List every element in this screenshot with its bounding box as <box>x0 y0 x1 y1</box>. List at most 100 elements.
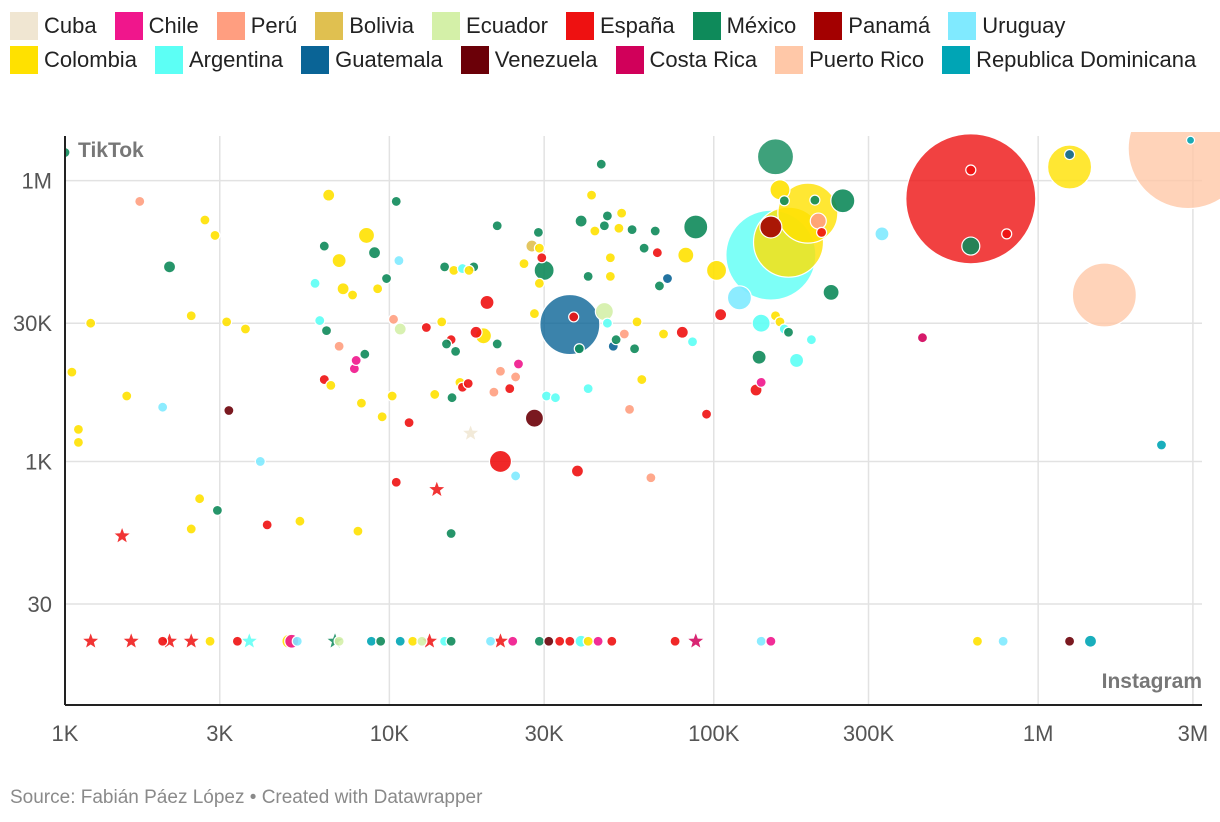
data-point <box>357 226 376 245</box>
x-tick-label: 1M <box>1023 721 1054 746</box>
data-point <box>805 334 818 346</box>
data-point <box>532 226 544 239</box>
data-point <box>436 316 448 328</box>
data-point-star <box>181 631 201 650</box>
data-point <box>595 158 607 170</box>
data-point <box>325 379 337 391</box>
data-point <box>1001 228 1013 240</box>
data-point <box>322 188 336 202</box>
data-point <box>965 164 977 176</box>
legend-label: Uruguay <box>982 13 1066 38</box>
data-point <box>788 352 805 369</box>
source-note: Source: Fabián Páez López • Created with… <box>10 787 483 808</box>
data-point <box>440 338 453 350</box>
data-point <box>66 366 78 378</box>
legend-item: Perú <box>216 12 298 40</box>
data-point <box>618 328 630 340</box>
data-point <box>657 328 670 340</box>
data-point <box>533 259 555 281</box>
data-point <box>536 252 548 264</box>
data-point-star <box>81 631 101 650</box>
data-point <box>628 343 641 355</box>
data-point <box>185 523 197 535</box>
legend-swatch <box>942 46 971 74</box>
legend-item: Venezuela <box>460 46 598 74</box>
data-point <box>594 301 614 322</box>
data-point <box>479 294 495 311</box>
legend-label: Bolivia <box>349 13 415 38</box>
legend-item: Bolivia <box>315 12 414 40</box>
data-point <box>445 635 457 647</box>
x-axis-title: Instagram <box>1102 670 1202 693</box>
data-point <box>429 388 441 401</box>
data-point <box>568 311 580 323</box>
data-point <box>449 345 462 357</box>
data-point <box>510 371 522 383</box>
data-point <box>997 635 1009 647</box>
data-point <box>510 470 522 482</box>
data-point <box>387 313 400 325</box>
data-point <box>613 222 625 234</box>
data-point <box>239 323 252 335</box>
data-point <box>309 277 321 289</box>
data-point <box>573 343 585 355</box>
data-point <box>524 408 545 428</box>
data-point-star <box>461 423 481 442</box>
data-point <box>582 383 594 395</box>
data-point <box>134 195 146 208</box>
data-point <box>380 272 393 285</box>
data-point <box>874 226 890 242</box>
data-point <box>645 472 657 484</box>
legend: Cuba Chile Perú Bolivia Ecuador España México P… <box>10 12 1200 74</box>
data-point <box>661 272 674 285</box>
legend-item: Republica Dominicana <box>942 46 1196 74</box>
legend-label: Cuba <box>44 13 97 38</box>
data-point <box>85 317 97 329</box>
legend-swatch <box>615 46 644 74</box>
legend-label: Perú <box>250 13 298 38</box>
legend-item: España <box>565 12 675 40</box>
data-point <box>333 340 345 352</box>
data-point <box>549 392 562 404</box>
data-point <box>223 404 235 417</box>
legend-swatch <box>10 46 38 74</box>
data-point <box>726 285 753 311</box>
data-point <box>604 252 616 264</box>
data-point <box>72 436 85 448</box>
data-point <box>830 188 856 214</box>
data-point <box>1063 148 1076 161</box>
y-tick-label: 30K <box>13 311 52 336</box>
legend-item: Ecuador <box>432 12 548 40</box>
legend-label: España <box>599 13 675 38</box>
data-point <box>350 354 362 367</box>
legend-label: Panamá <box>848 13 931 38</box>
data-point <box>686 336 699 348</box>
legend-swatch <box>114 12 143 40</box>
data-point <box>72 423 85 436</box>
data-point <box>386 390 398 402</box>
data-point <box>539 293 601 356</box>
data-point <box>554 635 566 647</box>
legend-swatch <box>460 46 489 74</box>
data-point <box>1127 132 1220 210</box>
data-point <box>809 194 821 206</box>
legend-label: Colombia <box>44 47 137 72</box>
data-point <box>204 635 216 647</box>
legend-item: Uruguay <box>948 12 1065 40</box>
grid <box>65 136 1202 705</box>
data-point <box>507 635 519 647</box>
data-point <box>971 635 984 647</box>
data-point <box>765 635 777 647</box>
data-point <box>778 195 790 207</box>
data-point <box>121 390 133 402</box>
legend-item: Puerto Rico <box>775 46 924 74</box>
data-point <box>462 377 474 390</box>
data-point <box>653 280 666 292</box>
y-axis-title: TikTok <box>78 139 144 162</box>
scatter-chart: 1K 3K 10K 30K 100K 300K 1M 3M 30 1K 30K 1M TikTok I… <box>13 132 1220 746</box>
data-point <box>352 525 364 537</box>
legend-item: Chile <box>114 12 199 40</box>
legend-swatch <box>565 12 594 40</box>
data-point <box>782 326 795 338</box>
data-point <box>365 635 377 647</box>
